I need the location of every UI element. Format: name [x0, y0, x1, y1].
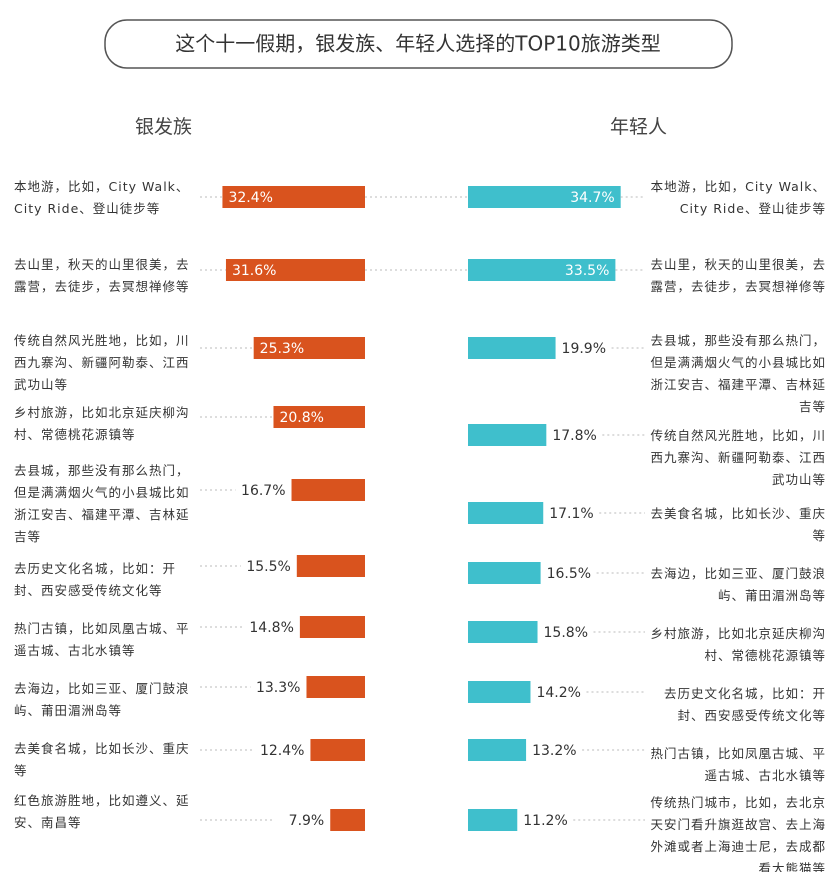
bar [468, 739, 527, 761]
value-label: 14.8% [249, 620, 293, 636]
value-label: 25.3% [260, 341, 304, 357]
category-label: 去县城，那些没有那么热门，但是满满烟火气的小县城比如浙江安吉、福建平潭、吉林延吉… [650, 333, 826, 414]
bar [222, 186, 365, 208]
value-label: 32.4% [228, 190, 272, 206]
value-label: 19.9% [562, 341, 606, 357]
bar [468, 681, 531, 703]
category-label: 去美食名城，比如长沙、重庆等 [14, 741, 190, 778]
category-label: 红色旅游胜地，比如遵义、延安、南昌等 [14, 793, 190, 830]
bar [468, 562, 541, 584]
category-label: 去历史文化名城，比如：开封、西安感受传统文化等 [14, 561, 177, 598]
category-label: 去海边，比如三亚、厦门鼓浪屿、莆田湄洲岛等 [14, 681, 190, 718]
bar [468, 424, 547, 446]
value-label: 12.4% [260, 743, 304, 759]
category-label: 传统自然风光胜地，比如，川西九寨沟、新疆阿勒泰、江西武功山等 [14, 333, 190, 392]
value-label: 20.8% [279, 410, 323, 426]
value-label: 33.5% [565, 263, 609, 279]
bar [296, 555, 365, 577]
bar [330, 809, 365, 831]
category-label: 去山里，秋天的山里很美，去露营，去徒步，去冥想禅修等 [650, 257, 826, 294]
value-label: 15.8% [544, 625, 588, 641]
bar [253, 337, 365, 359]
bar [225, 259, 365, 281]
value-label: 15.5% [246, 559, 290, 575]
bar [468, 621, 538, 643]
bar [468, 337, 556, 359]
category-label: 传统热门城市，比如，去北京天安门看升旗逛故宫、去上海外滩或者上海迪士尼，去成都看… [650, 795, 826, 872]
value-label: 7.9% [289, 813, 325, 829]
bar [468, 809, 518, 831]
value-label: 34.7% [570, 190, 614, 206]
category-label: 乡村旅游，比如北京延庆柳沟村、常德桃花源镇等 [14, 405, 190, 442]
bar [468, 259, 616, 281]
value-label: 14.2% [536, 685, 580, 701]
panel-title: 年轻人 [610, 116, 668, 138]
value-label: 13.2% [532, 743, 576, 759]
bar [310, 739, 365, 761]
value-label: 11.2% [523, 813, 567, 829]
bar [468, 186, 621, 208]
category-label: 本地游，比如，City Walk、City Ride、登山徒步等 [14, 179, 190, 216]
value-label: 13.3% [256, 680, 300, 696]
category-label: 去县城，那些没有那么热门，但是满满烟火气的小县城比如浙江安吉、福建平潭、吉林延吉… [14, 463, 190, 544]
bar [291, 479, 365, 501]
category-label: 去美食名城，比如长沙、重庆等 [650, 506, 826, 543]
bar [273, 406, 365, 428]
value-label: 17.1% [549, 506, 593, 522]
title-box [104, 19, 733, 69]
category-label: 热门古镇，比如凤凰古城、平遥古城、古北水镇等 [14, 621, 190, 658]
chart-title: 这个十一假期，银发族、年轻人选择的TOP10旅游类型 [175, 32, 660, 56]
category-label: 去海边，比如三亚、厦门鼓浪屿、莆田湄洲岛等 [650, 566, 826, 603]
panel-title: 银发族 [135, 116, 193, 138]
category-label: 传统自然风光胜地，比如，川西九寨沟、新疆阿勒泰、江西武功山等 [650, 428, 826, 487]
value-label: 17.8% [552, 428, 596, 444]
category-label: 去历史文化名城，比如：开封、西安感受传统文化等 [663, 686, 826, 723]
category-label: 本地游，比如，City Walk、City Ride、登山徒步等 [650, 179, 826, 216]
bar [306, 676, 365, 698]
value-label: 16.7% [241, 483, 285, 499]
category-label: 去山里，秋天的山里很美，去露营，去徒步，去冥想禅修等 [14, 257, 190, 294]
category-label: 乡村旅游，比如北京延庆柳沟村、常德桃花源镇等 [650, 626, 826, 663]
value-label: 16.5% [547, 566, 591, 582]
category-label: 热门古镇，比如凤凰古城、平遥古城、古北水镇等 [650, 746, 826, 783]
bar [468, 502, 544, 524]
value-label: 31.6% [232, 263, 276, 279]
bar [299, 616, 365, 638]
